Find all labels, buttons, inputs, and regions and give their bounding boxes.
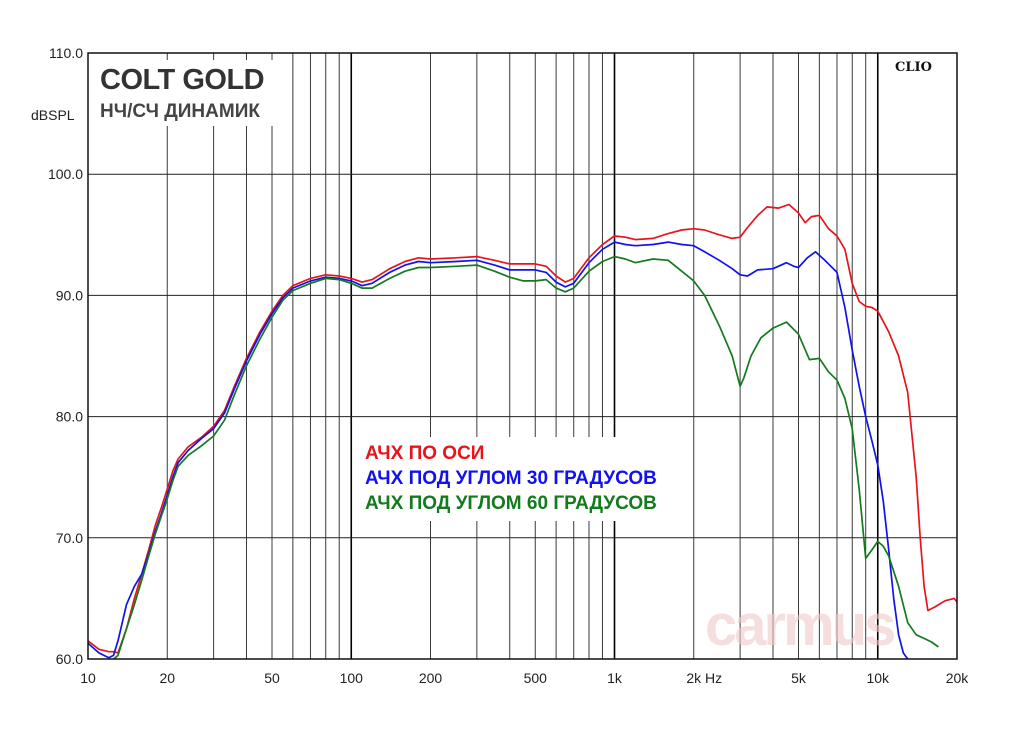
x-axis-unit: Hz	[705, 670, 722, 686]
y-tick-label: 100.0	[48, 166, 83, 182]
brand-logo: CLIO	[895, 60, 932, 75]
y-tick-label: 60.0	[56, 651, 83, 667]
x-tick-label: 200	[419, 670, 443, 686]
y-tick-label: 110.0	[49, 45, 83, 61]
x-tick-label: 2k	[686, 670, 702, 686]
x-tick-label: 100	[340, 670, 364, 686]
y-axis-label: dBSPL	[31, 107, 75, 123]
series-line-2	[88, 241, 909, 659]
legend-entry-2: АЧХ ПОД УГЛОМ 30 ГРАДУСОВ	[365, 468, 657, 489]
watermark: carmus	[705, 593, 894, 658]
x-tick-label: 50	[264, 670, 280, 686]
x-tick-label: 5k	[791, 670, 807, 686]
y-tick-label: 80.0	[56, 409, 83, 425]
plot-background	[88, 53, 957, 659]
chart-title: COLT GOLD	[100, 64, 264, 96]
x-tick-label: 1k	[607, 670, 623, 686]
x-tick-label: 20	[159, 670, 175, 686]
y-tick-label: 90.0	[56, 287, 83, 303]
x-tick-label: 10k	[866, 670, 890, 686]
legend: АЧХ ПО ОСИ АЧХ ПОД УГЛОМ 30 ГРАДУСОВ АЧХ П…	[360, 437, 675, 521]
legend-box	[360, 437, 675, 521]
legend-entry-1: АЧХ ПО ОСИ	[365, 443, 484, 464]
title-box	[95, 60, 285, 126]
series-line-3	[112, 255, 939, 659]
legend-entry-3: АЧХ ПОД УГЛОМ 60 ГРАДУСОВ	[365, 493, 657, 514]
x-tick-label: 20k	[946, 670, 970, 686]
x-unit-bg	[702, 668, 726, 686]
y-tick-label: 70.0	[56, 530, 83, 546]
x-tick-label: 10	[80, 670, 96, 686]
y-tick-labels: 60.0 70.0 80.0 90.0 100.0 110.0	[48, 45, 83, 667]
plot-frame	[87, 52, 958, 660]
series-line-1	[88, 203, 957, 654]
x-tick-label: 500	[524, 670, 548, 686]
chart-subtitle: НЧ/СЧ ДИНАМИК	[100, 101, 260, 122]
curves	[88, 203, 957, 659]
x-tick-labels: 10 20 50 100 200 500 1k 2k 5k 10k 20k	[80, 670, 969, 686]
